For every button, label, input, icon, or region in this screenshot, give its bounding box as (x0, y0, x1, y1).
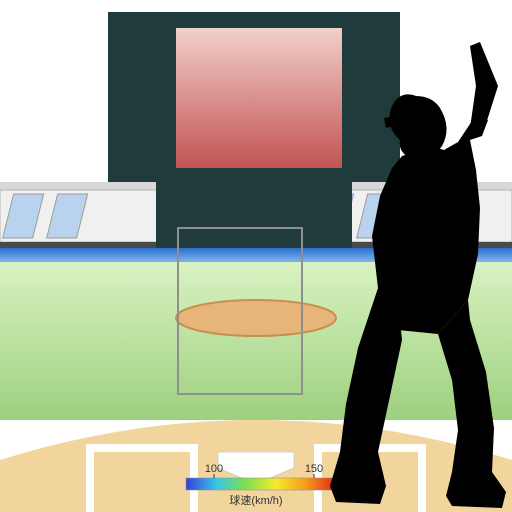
pitchers-mound (176, 300, 336, 336)
pitch-location-scene: 100 150 球速(km/h) (0, 0, 512, 512)
scoreboard-base (156, 182, 352, 248)
legend-tick-label: 150 (305, 463, 323, 475)
legend-tick-label: 100 (205, 463, 223, 475)
speed-legend-label: 球速(km/h) (229, 493, 282, 507)
scoreboard-screen (176, 28, 342, 168)
speed-legend-bar (186, 478, 336, 490)
scene-svg: 100 150 球速(km/h) (0, 0, 512, 512)
